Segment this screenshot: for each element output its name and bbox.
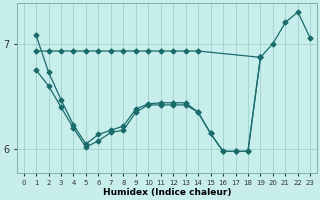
X-axis label: Humidex (Indice chaleur): Humidex (Indice chaleur) (103, 188, 231, 197)
